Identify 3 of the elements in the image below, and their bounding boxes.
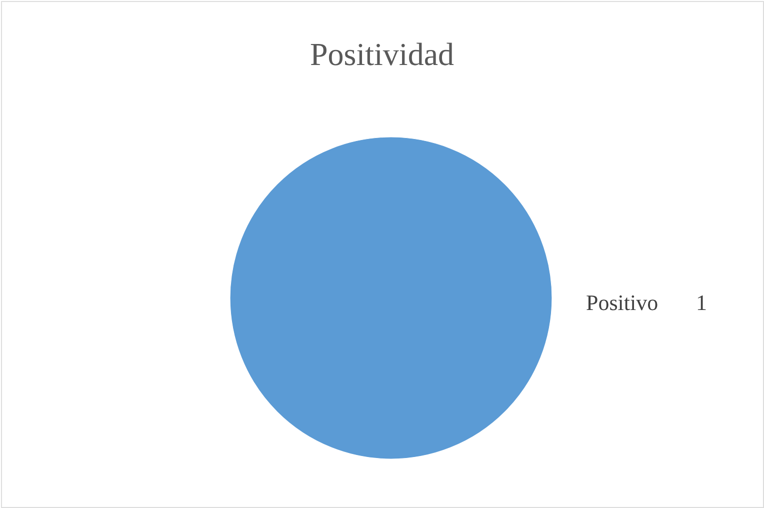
- data-label: 1: [696, 290, 707, 315]
- slice-label: Positivo: [586, 290, 658, 315]
- chart-title: Positividad: [310, 36, 454, 72]
